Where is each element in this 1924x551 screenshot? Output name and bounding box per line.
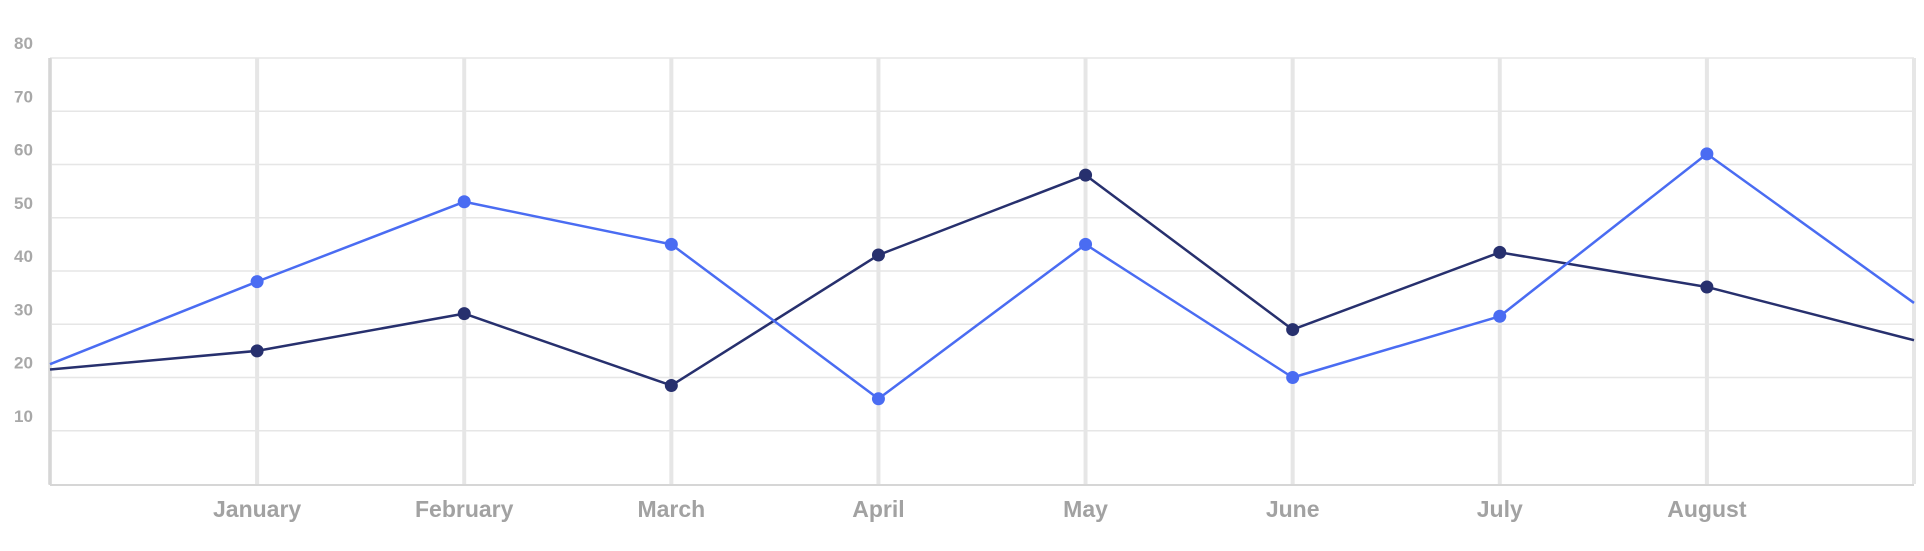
series-1-point: [664, 378, 678, 392]
series-1-point: [457, 307, 471, 321]
series-1-point: [1700, 280, 1714, 294]
series-2-point: [1493, 309, 1507, 323]
series-2-point: [1286, 371, 1300, 384]
y-tick-label: 30: [14, 300, 33, 319]
x-tick-label: May: [1063, 496, 1108, 522]
series-2-point: [457, 195, 471, 209]
series-2-point: [1079, 237, 1093, 251]
y-tick-label: 70: [14, 87, 33, 106]
x-tick-label: June: [1266, 496, 1320, 522]
x-tick-label: August: [1667, 496, 1747, 522]
series-1-point: [1493, 245, 1507, 259]
x-tick-label: April: [852, 496, 904, 522]
series-1-point: [250, 344, 264, 358]
x-tick-label: March: [637, 496, 705, 522]
y-tick-label: 60: [14, 141, 33, 160]
series-2-point: [250, 275, 264, 289]
y-tick-label: 40: [14, 247, 33, 266]
x-tick-label: February: [415, 496, 514, 522]
series-2-point: [1700, 147, 1714, 161]
y-tick-label: 80: [14, 34, 33, 53]
y-axis-tick-labels: 10 20 30 40 50 60 70 80: [14, 34, 33, 426]
y-tick-label: 20: [14, 354, 33, 373]
series-2-point: [664, 237, 678, 251]
x-axis-tick-labels: January February March April May June July Augu…: [213, 496, 1747, 522]
series-1-point: [1286, 323, 1300, 337]
series-1-point: [1079, 168, 1093, 182]
series-2-point: [871, 392, 885, 406]
series-1-line: [49, 173, 1915, 387]
x-tick-label: January: [213, 496, 301, 522]
series-2-line: [49, 152, 1915, 401]
series-1-point: [871, 248, 885, 262]
axes: [48, 58, 1914, 486]
y-tick-label: 10: [14, 407, 33, 426]
x-tick-label: July: [1477, 496, 1523, 522]
y-tick-label: 50: [14, 194, 33, 213]
grid: [48, 57, 1916, 484]
series-group: [49, 147, 1915, 406]
